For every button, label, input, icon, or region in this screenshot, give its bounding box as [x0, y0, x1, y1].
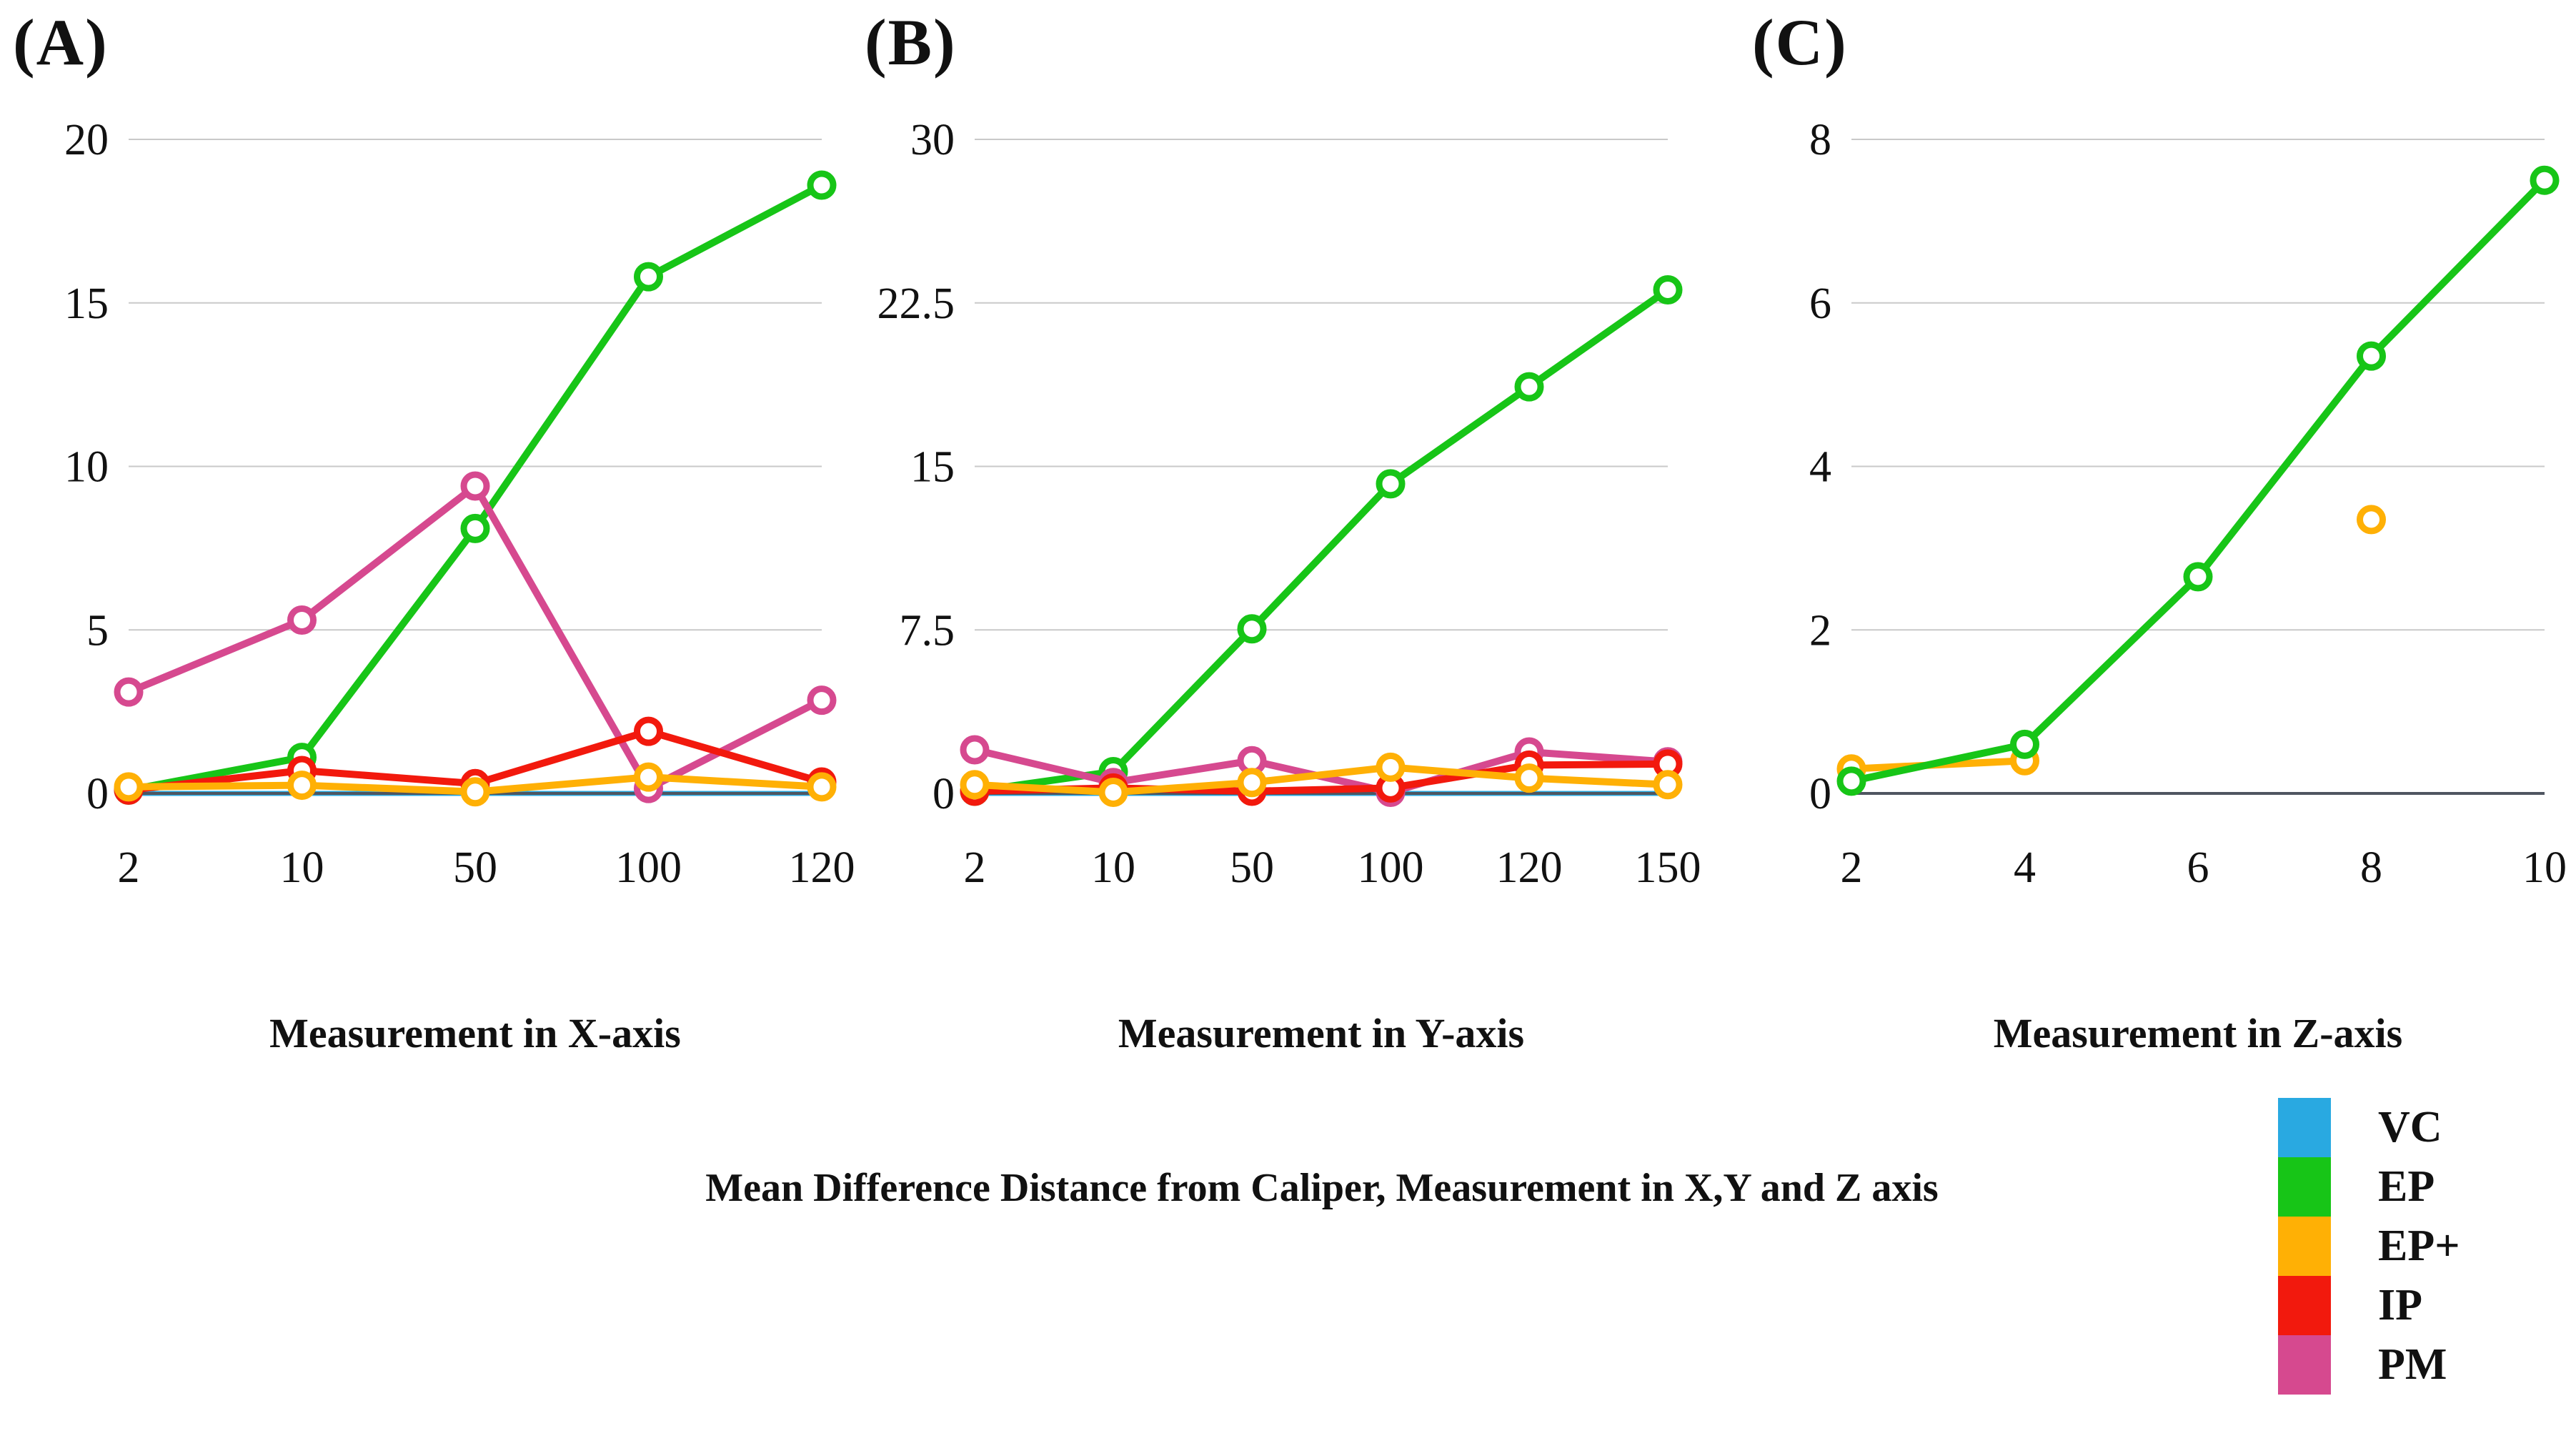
data-point-pm-x50 — [460, 471, 490, 501]
legend: VC EP EP+ IP PM — [2278, 1098, 2460, 1395]
data-point-ep+-x50 — [1237, 768, 1267, 798]
data-point-ep+-x50 — [460, 777, 490, 807]
x-tick-label: 10 — [1091, 843, 1135, 892]
y-tick-label: 30 — [910, 116, 955, 164]
data-point-ep-x50 — [1237, 614, 1267, 644]
data-point-ep-x120 — [807, 170, 837, 200]
chart-y-axis: 0 7.5 15 22.5 30 2 10 50 100 120 150 — [877, 116, 1701, 892]
x-tick-label: 150 — [1635, 843, 1701, 892]
y-tick-label: 22.5 — [877, 279, 955, 328]
legend-swatch-pm — [2278, 1335, 2331, 1395]
data-point-ep+-x120 — [807, 772, 837, 802]
y-tick-label: 0 — [933, 770, 955, 818]
panel-label-a: (A) — [13, 6, 109, 79]
data-point-ep-x4 — [2010, 729, 2039, 759]
series-line-ep — [1848, 177, 2548, 785]
data-point-ep-x50 — [460, 513, 490, 543]
x-tick-label: 10 — [2522, 843, 2567, 892]
data-point-ep+-x100 — [1376, 752, 1406, 782]
legend-swatch-column — [2278, 1098, 2331, 1395]
series-line-ep — [971, 286, 1671, 795]
x-tick-label: 2 — [964, 843, 986, 892]
x-tick-label: 120 — [789, 843, 855, 892]
y-tick-label: 15 — [64, 279, 109, 328]
figure-title: Mean Difference Distance from Caliper, M… — [705, 1166, 1939, 1210]
y-tick-label: 2 — [1809, 606, 1831, 655]
panel-label-b: (B) — [865, 6, 957, 79]
x-axis-title-a: Measurement in X-axis — [269, 1010, 681, 1056]
y-tick-label: 8 — [1809, 116, 1831, 164]
y-tick-label: 7.5 — [900, 606, 955, 655]
series-line-ep+ — [1851, 520, 2372, 769]
x-tick-label: 6 — [2187, 843, 2209, 892]
legend-label-ep-plus: EP+ — [2378, 1222, 2460, 1270]
x-tick-label: 10 — [280, 843, 324, 892]
x-tick-label: 2 — [118, 843, 140, 892]
y-tick-label: 0 — [1809, 770, 1831, 818]
data-point-ep+-x8 — [2357, 505, 2386, 535]
y-tick-label: 0 — [86, 770, 109, 818]
y-tick-label: 15 — [910, 443, 955, 492]
x-tick-label: 120 — [1496, 843, 1563, 892]
data-point-ip-x100 — [634, 716, 663, 746]
data-point-ep+-x100 — [634, 762, 663, 792]
data-point-ep-x150 — [1653, 274, 1683, 304]
data-point-ep+-x2 — [960, 770, 990, 800]
data-point-pm-x120 — [807, 685, 837, 716]
legend-swatch-ep — [2278, 1157, 2331, 1217]
data-point-pm-x2 — [960, 735, 990, 765]
y-tick-label: 10 — [64, 443, 109, 492]
chart-x-axis: 0 5 10 15 20 2 10 50 100 120 — [64, 116, 855, 892]
data-point-pm-x10 — [287, 605, 317, 635]
y-tick-label: 4 — [1809, 443, 1831, 492]
data-point-ep-x100 — [1376, 469, 1406, 499]
data-point-ep-x6 — [2183, 562, 2213, 592]
data-point-ep+-x10 — [1098, 777, 1128, 807]
data-point-ep-x2 — [1836, 766, 1866, 796]
x-tick-label: 8 — [2360, 843, 2382, 892]
data-point-pm-x2 — [114, 677, 144, 707]
legend-label-vc: VC — [2378, 1103, 2442, 1152]
series-line-ep+ — [971, 763, 1671, 796]
x-tick-label: 50 — [1230, 843, 1274, 892]
data-point-ep-x120 — [1514, 372, 1544, 402]
data-point-ep+-x120 — [1514, 763, 1544, 793]
legend-swatch-vc — [2278, 1098, 2331, 1157]
data-point-ep+-x150 — [1653, 770, 1683, 800]
legend-swatch-ep-plus — [2278, 1217, 2331, 1276]
x-tick-label: 50 — [453, 843, 497, 892]
x-tick-label: 100 — [615, 843, 682, 892]
x-axis-title-b: Measurement in Y-axis — [1118, 1010, 1525, 1056]
y-tick-label: 5 — [86, 606, 109, 655]
data-point-ep-x10 — [2530, 165, 2560, 195]
x-axis-title-c: Measurement in Z-axis — [1993, 1010, 2403, 1056]
legend-label-pm: PM — [2378, 1340, 2447, 1389]
y-tick-label: 6 — [1809, 279, 1831, 328]
y-tick-label: 20 — [64, 116, 109, 164]
legend-label-ep: EP — [2378, 1162, 2435, 1211]
x-tick-label: 100 — [1358, 843, 1424, 892]
x-tick-label: 2 — [1841, 843, 1863, 892]
x-tick-label: 4 — [2014, 843, 2036, 892]
data-point-ep-x8 — [2357, 341, 2386, 371]
legend-label-ip: IP — [2378, 1281, 2422, 1330]
panel-label-c: (C) — [1752, 6, 1848, 79]
legend-swatch-ip — [2278, 1276, 2331, 1335]
legend-label-column: VC EP EP+ IP PM — [2378, 1098, 2460, 1395]
data-point-ep+-x2 — [114, 772, 144, 802]
data-point-ep+-x10 — [287, 771, 317, 801]
data-point-ep-x100 — [634, 262, 663, 292]
